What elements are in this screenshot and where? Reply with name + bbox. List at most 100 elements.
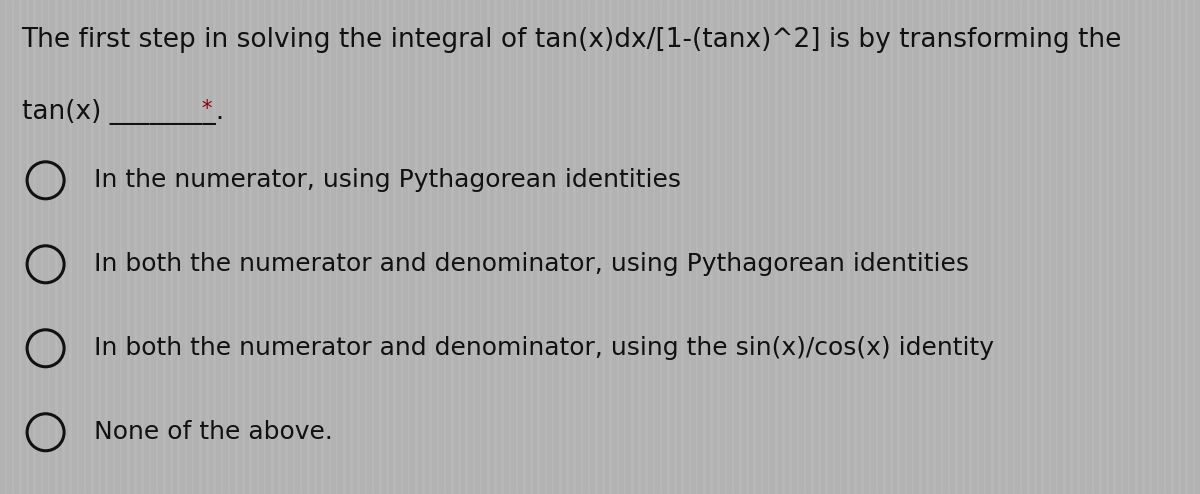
Bar	[526, 0, 529, 494]
Bar	[252, 0, 256, 494]
Bar	[144, 0, 148, 494]
Bar	[130, 0, 133, 494]
Bar	[533, 0, 536, 494]
Bar	[158, 0, 162, 494]
Bar	[907, 0, 911, 494]
Bar	[979, 0, 983, 494]
Bar	[1015, 0, 1019, 494]
Text: None of the above.: None of the above.	[94, 420, 332, 444]
Bar	[194, 0, 198, 494]
Bar	[986, 0, 990, 494]
Bar	[734, 0, 738, 494]
Bar	[382, 0, 385, 494]
Bar	[943, 0, 947, 494]
Bar	[1123, 0, 1127, 494]
Bar	[461, 0, 464, 494]
Bar	[446, 0, 450, 494]
Bar	[1022, 0, 1026, 494]
Bar	[1051, 0, 1055, 494]
Bar	[281, 0, 284, 494]
Bar	[518, 0, 522, 494]
Bar	[684, 0, 688, 494]
Bar	[36, 0, 40, 494]
Bar	[50, 0, 54, 494]
Bar	[1174, 0, 1177, 494]
Bar	[310, 0, 313, 494]
Bar	[698, 0, 702, 494]
Bar	[439, 0, 443, 494]
Bar	[1066, 0, 1069, 494]
Bar	[677, 0, 680, 494]
Bar	[468, 0, 472, 494]
Bar	[850, 0, 853, 494]
Bar	[22, 0, 25, 494]
Bar	[1145, 0, 1148, 494]
Bar	[1080, 0, 1084, 494]
Bar	[1037, 0, 1040, 494]
Bar	[554, 0, 558, 494]
Bar	[288, 0, 292, 494]
Bar	[504, 0, 508, 494]
Bar	[1087, 0, 1091, 494]
Bar	[389, 0, 392, 494]
Bar	[108, 0, 112, 494]
Bar	[936, 0, 940, 494]
Text: *: *	[202, 99, 212, 119]
Bar	[1030, 0, 1033, 494]
Bar	[43, 0, 47, 494]
Bar	[605, 0, 608, 494]
Bar	[922, 0, 925, 494]
Bar	[1008, 0, 1012, 494]
Bar	[612, 0, 616, 494]
Bar	[626, 0, 630, 494]
Bar	[576, 0, 580, 494]
Bar	[562, 0, 565, 494]
Bar	[1001, 0, 1004, 494]
Bar	[425, 0, 428, 494]
Bar	[180, 0, 184, 494]
Bar	[727, 0, 731, 494]
Bar	[0, 0, 4, 494]
Bar	[475, 0, 479, 494]
Bar	[302, 0, 306, 494]
Bar	[209, 0, 212, 494]
Bar	[871, 0, 875, 494]
Bar	[598, 0, 601, 494]
Bar	[828, 0, 832, 494]
Bar	[65, 0, 68, 494]
Bar	[331, 0, 335, 494]
Bar	[648, 0, 652, 494]
Bar	[173, 0, 176, 494]
Bar	[1181, 0, 1184, 494]
Bar	[1109, 0, 1112, 494]
Bar	[266, 0, 270, 494]
Bar	[454, 0, 457, 494]
Bar	[1094, 0, 1098, 494]
Bar	[972, 0, 976, 494]
Bar	[216, 0, 220, 494]
Bar	[151, 0, 155, 494]
Bar	[569, 0, 572, 494]
Bar	[490, 0, 493, 494]
Bar	[641, 0, 644, 494]
Bar	[482, 0, 486, 494]
Bar	[317, 0, 320, 494]
Bar	[324, 0, 328, 494]
Bar	[670, 0, 673, 494]
Bar	[274, 0, 277, 494]
Bar	[122, 0, 126, 494]
Bar	[295, 0, 299, 494]
Bar	[58, 0, 61, 494]
Bar	[655, 0, 659, 494]
Bar	[202, 0, 205, 494]
Bar	[792, 0, 796, 494]
Bar	[1073, 0, 1076, 494]
Bar	[958, 0, 961, 494]
Bar	[29, 0, 32, 494]
Bar	[756, 0, 760, 494]
Bar	[893, 0, 896, 494]
Bar	[878, 0, 882, 494]
Bar	[1058, 0, 1062, 494]
Bar	[929, 0, 932, 494]
Bar	[864, 0, 868, 494]
